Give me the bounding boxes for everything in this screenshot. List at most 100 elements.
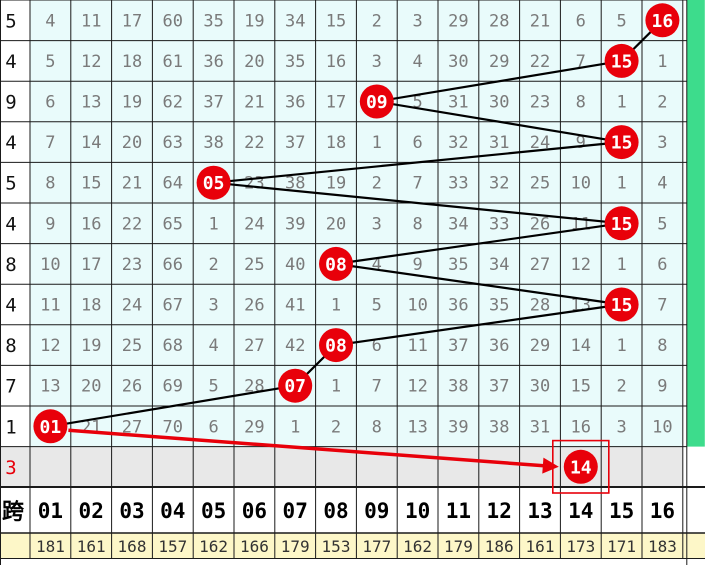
grid-cell-value: 25 bbox=[122, 336, 142, 356]
left-column-value: 7 bbox=[5, 376, 16, 398]
column-header: 08 bbox=[323, 499, 348, 523]
grid-cell-value: 19 bbox=[326, 174, 346, 194]
hit-link-segment bbox=[213, 181, 622, 225]
hit-link-segment bbox=[50, 384, 296, 428]
hit-link-segment bbox=[335, 303, 622, 347]
hit-label: 07 bbox=[284, 376, 306, 397]
hit-marker: 08 bbox=[319, 246, 353, 281]
hit-circle bbox=[604, 287, 639, 322]
grid-cell-value: 11 bbox=[40, 296, 60, 316]
grid-cell-value: 1 bbox=[616, 336, 626, 356]
grid-cell-value: 10 bbox=[407, 296, 427, 316]
grid-cell-value: 11 bbox=[407, 336, 427, 356]
grid-cell-value: 21 bbox=[244, 93, 264, 113]
grid-cell-value: 38 bbox=[448, 377, 468, 397]
grid-cell-value: 1 bbox=[372, 133, 382, 153]
column-total: 157 bbox=[158, 537, 187, 556]
grid-cell-value: 35 bbox=[203, 11, 223, 31]
grid-cell-value: 3 bbox=[208, 296, 218, 316]
grid-cell-value: 26 bbox=[530, 214, 550, 234]
hit-marker: 07 bbox=[278, 368, 313, 403]
grid-cell-value: 37 bbox=[203, 93, 223, 113]
grid-cell-value: 1 bbox=[290, 417, 300, 437]
grid-cell-value: 65 bbox=[163, 214, 183, 234]
grid-cell-value: 14 bbox=[81, 133, 101, 153]
hit-circle bbox=[645, 3, 680, 38]
grid-cell-value: 2 bbox=[372, 11, 382, 31]
hit-marker: 15 bbox=[604, 125, 639, 160]
grid-cell-value: 24 bbox=[122, 296, 142, 316]
grid-cell-value: 67 bbox=[163, 296, 183, 316]
left-column-value: 5 bbox=[5, 10, 16, 32]
grid-cell-value: 15 bbox=[571, 377, 591, 397]
grid-cell-value: 30 bbox=[489, 93, 509, 113]
grid-cell-value: 22 bbox=[122, 214, 142, 234]
column-total: 183 bbox=[648, 537, 677, 556]
grid-cell-value: 5 bbox=[616, 11, 626, 31]
grid-cell-value: 36 bbox=[489, 336, 509, 356]
grid-cell-value: 17 bbox=[326, 93, 346, 113]
grid-cell-value: 29 bbox=[489, 52, 509, 72]
grid-cell-value: 5 bbox=[208, 377, 218, 397]
grid-cell-value: 32 bbox=[448, 133, 468, 153]
hit-link-segment bbox=[335, 222, 622, 265]
grid-cell-value: 35 bbox=[448, 255, 468, 275]
grid-cell-value: 33 bbox=[489, 214, 509, 234]
column-total: 181 bbox=[36, 537, 65, 556]
column-header: 04 bbox=[160, 499, 185, 523]
grid-cell-value: 35 bbox=[489, 296, 509, 316]
grid-cell-value: 27 bbox=[244, 336, 264, 356]
hit-label: 05 bbox=[203, 173, 225, 194]
totals-row-background bbox=[0, 533, 705, 559]
grid-cell-value: 64 bbox=[163, 174, 183, 194]
grid-cell-value: 9 bbox=[576, 133, 586, 153]
grid-cell-value: 1 bbox=[208, 214, 218, 234]
column-header: 09 bbox=[364, 499, 389, 523]
left-column-value: 5 bbox=[5, 173, 16, 195]
grid-cell-value: 41 bbox=[285, 296, 305, 316]
grid-cell-value: 2 bbox=[208, 255, 218, 275]
grid-cell-value: 25 bbox=[530, 174, 550, 194]
hit-marker: 08 bbox=[319, 328, 353, 363]
right-green-strip bbox=[686, 0, 705, 447]
column-total: 171 bbox=[607, 537, 636, 556]
left-column-value: 3 bbox=[5, 457, 16, 479]
grid-cell-value: 39 bbox=[285, 214, 305, 234]
hit-circle bbox=[278, 368, 313, 403]
grid-cell-value: 63 bbox=[163, 133, 183, 153]
grid-cell-value: 36 bbox=[285, 93, 305, 113]
grid-cell-value: 8 bbox=[45, 174, 55, 194]
grid-cell-value: 4 bbox=[208, 336, 218, 356]
left-column-value: 1 bbox=[5, 416, 16, 438]
grid-cell-value: 3 bbox=[372, 52, 382, 72]
column-total: 161 bbox=[526, 537, 555, 556]
grid-cell-value: 5 bbox=[412, 93, 422, 113]
hit-link-segment bbox=[213, 141, 622, 184]
grid-cell-value: 6 bbox=[657, 255, 667, 275]
grid-cell-value: 29 bbox=[244, 417, 264, 437]
grid-cell-value: 1 bbox=[616, 174, 626, 194]
left-column-value: 8 bbox=[5, 335, 16, 357]
column-total: 173 bbox=[566, 537, 595, 556]
hit-label: 16 bbox=[652, 11, 674, 32]
column-header: 03 bbox=[119, 499, 144, 523]
hit-circle bbox=[319, 246, 353, 281]
grid-cell-value: 19 bbox=[122, 93, 142, 113]
hit-circle bbox=[604, 125, 639, 160]
grid-cell-value: 12 bbox=[571, 255, 591, 275]
grid-cell-value: 20 bbox=[326, 214, 346, 234]
grid-cell-value: 13 bbox=[40, 377, 60, 397]
grid-cell-value: 2 bbox=[616, 377, 626, 397]
grid-cell-value: 25 bbox=[244, 255, 264, 275]
grid-cell-value: 7 bbox=[657, 296, 667, 316]
hit-circle bbox=[604, 43, 639, 78]
grid-cell-value: 12 bbox=[407, 377, 427, 397]
prediction-row-left-background bbox=[0, 446, 30, 487]
grid-cell-value: 18 bbox=[326, 133, 346, 153]
grid-cell-value: 23 bbox=[530, 93, 550, 113]
prediction-arrow-head bbox=[542, 457, 559, 474]
column-header: 11 bbox=[446, 499, 471, 523]
grid-cell-value: 40 bbox=[285, 255, 305, 275]
column-total: 162 bbox=[199, 537, 228, 556]
left-column-value: 4 bbox=[5, 295, 16, 317]
